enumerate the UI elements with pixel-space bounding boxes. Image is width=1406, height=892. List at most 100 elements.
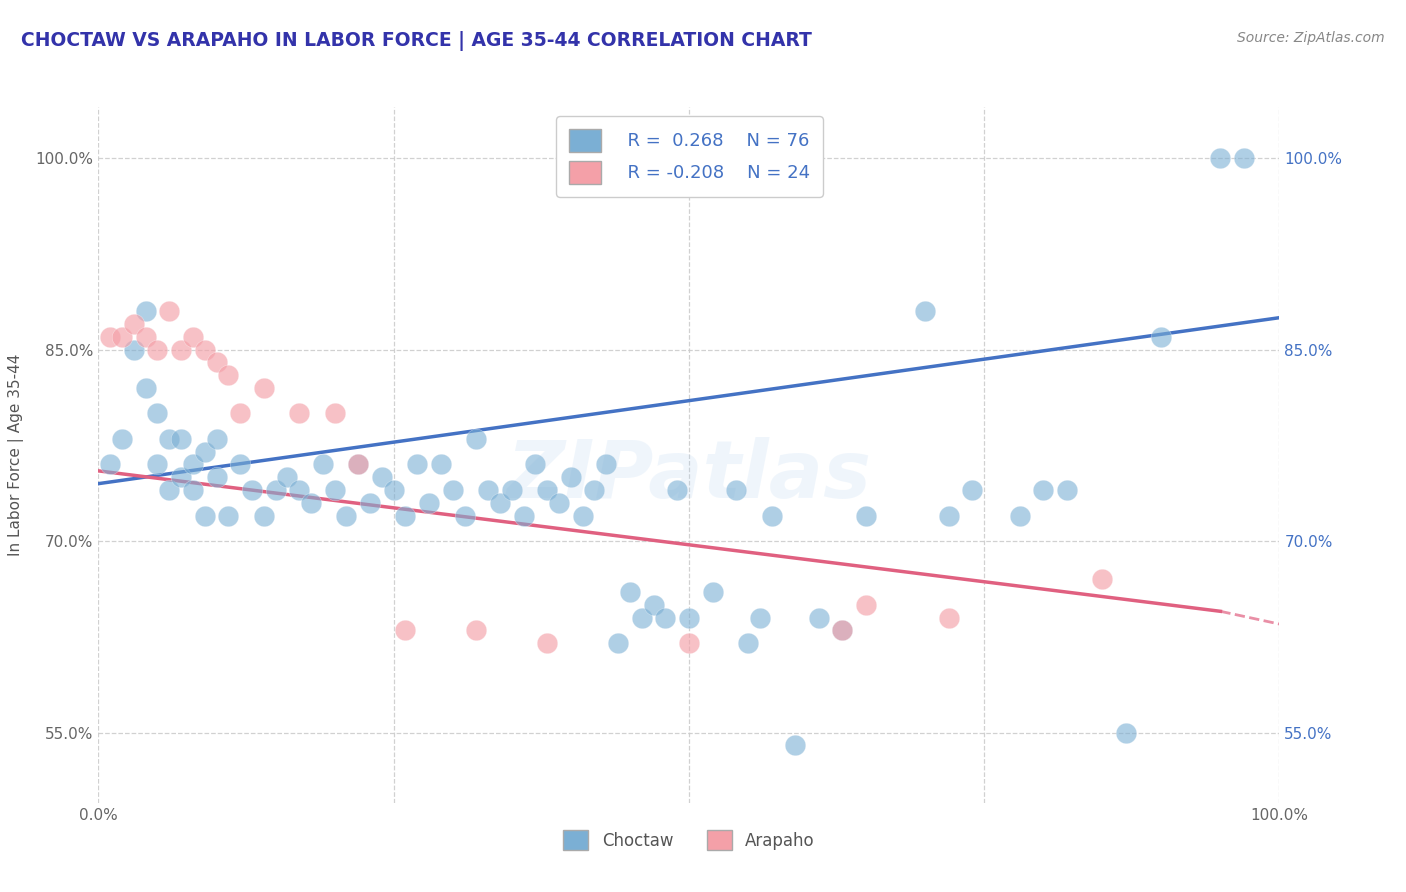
Text: Source: ZipAtlas.com: Source: ZipAtlas.com — [1237, 31, 1385, 45]
Point — [205, 432, 228, 446]
Point — [288, 406, 311, 420]
Point — [595, 458, 617, 472]
Point — [501, 483, 523, 497]
Point — [654, 610, 676, 624]
Y-axis label: In Labor Force | Age 35-44: In Labor Force | Age 35-44 — [8, 354, 24, 556]
Point — [441, 483, 464, 497]
Text: ZIPatlas: ZIPatlas — [506, 437, 872, 515]
Point — [678, 636, 700, 650]
Point — [938, 508, 960, 523]
Point — [807, 610, 830, 624]
Point — [157, 432, 180, 446]
Point — [1056, 483, 1078, 497]
Point — [630, 610, 652, 624]
Point — [323, 406, 346, 420]
Point — [430, 458, 453, 472]
Point — [1209, 151, 1232, 165]
Point — [678, 610, 700, 624]
Point — [406, 458, 429, 472]
Point — [181, 458, 204, 472]
Point — [181, 483, 204, 497]
Point — [938, 610, 960, 624]
Point — [536, 483, 558, 497]
Point — [122, 343, 145, 357]
Point — [560, 470, 582, 484]
Point — [347, 458, 370, 472]
Point — [737, 636, 759, 650]
Point — [855, 508, 877, 523]
Text: CHOCTAW VS ARAPAHO IN LABOR FORCE | AGE 35-44 CORRELATION CHART: CHOCTAW VS ARAPAHO IN LABOR FORCE | AGE … — [21, 31, 813, 51]
Point — [205, 355, 228, 369]
Point — [135, 304, 157, 318]
Point — [194, 343, 217, 357]
Point — [111, 330, 134, 344]
Point — [571, 508, 593, 523]
Point — [170, 470, 193, 484]
Point — [748, 610, 770, 624]
Point — [831, 624, 853, 638]
Point — [359, 496, 381, 510]
Point — [666, 483, 689, 497]
Point — [1150, 330, 1173, 344]
Point — [619, 585, 641, 599]
Point — [135, 381, 157, 395]
Point — [229, 406, 252, 420]
Point — [135, 330, 157, 344]
Point — [465, 624, 488, 638]
Point — [98, 330, 121, 344]
Point — [382, 483, 405, 497]
Point — [146, 406, 169, 420]
Point — [276, 470, 298, 484]
Point — [194, 508, 217, 523]
Point — [1008, 508, 1031, 523]
Point — [394, 508, 416, 523]
Legend: Choctaw, Arapaho: Choctaw, Arapaho — [557, 823, 821, 857]
Point — [98, 458, 121, 472]
Point — [1032, 483, 1054, 497]
Point — [489, 496, 512, 510]
Point — [312, 458, 335, 472]
Point — [288, 483, 311, 497]
Point — [217, 508, 239, 523]
Point — [217, 368, 239, 383]
Point — [536, 636, 558, 650]
Point — [761, 508, 783, 523]
Point — [725, 483, 748, 497]
Point — [253, 381, 276, 395]
Point — [785, 739, 807, 753]
Point — [170, 432, 193, 446]
Point — [157, 304, 180, 318]
Point — [253, 508, 276, 523]
Point — [453, 508, 475, 523]
Point — [335, 508, 357, 523]
Point — [465, 432, 488, 446]
Point — [299, 496, 322, 510]
Point — [181, 330, 204, 344]
Point — [477, 483, 499, 497]
Point — [512, 508, 534, 523]
Point — [1091, 573, 1114, 587]
Point — [157, 483, 180, 497]
Point — [122, 317, 145, 331]
Point — [643, 598, 665, 612]
Point — [831, 624, 853, 638]
Point — [418, 496, 440, 510]
Point — [548, 496, 571, 510]
Point — [371, 470, 394, 484]
Point — [146, 343, 169, 357]
Point — [607, 636, 630, 650]
Point — [583, 483, 606, 497]
Point — [702, 585, 724, 599]
Point — [170, 343, 193, 357]
Point — [347, 458, 370, 472]
Point — [1115, 725, 1137, 739]
Point — [229, 458, 252, 472]
Point — [323, 483, 346, 497]
Point — [914, 304, 936, 318]
Point — [524, 458, 547, 472]
Point — [111, 432, 134, 446]
Point — [146, 458, 169, 472]
Point — [264, 483, 287, 497]
Point — [855, 598, 877, 612]
Point — [394, 624, 416, 638]
